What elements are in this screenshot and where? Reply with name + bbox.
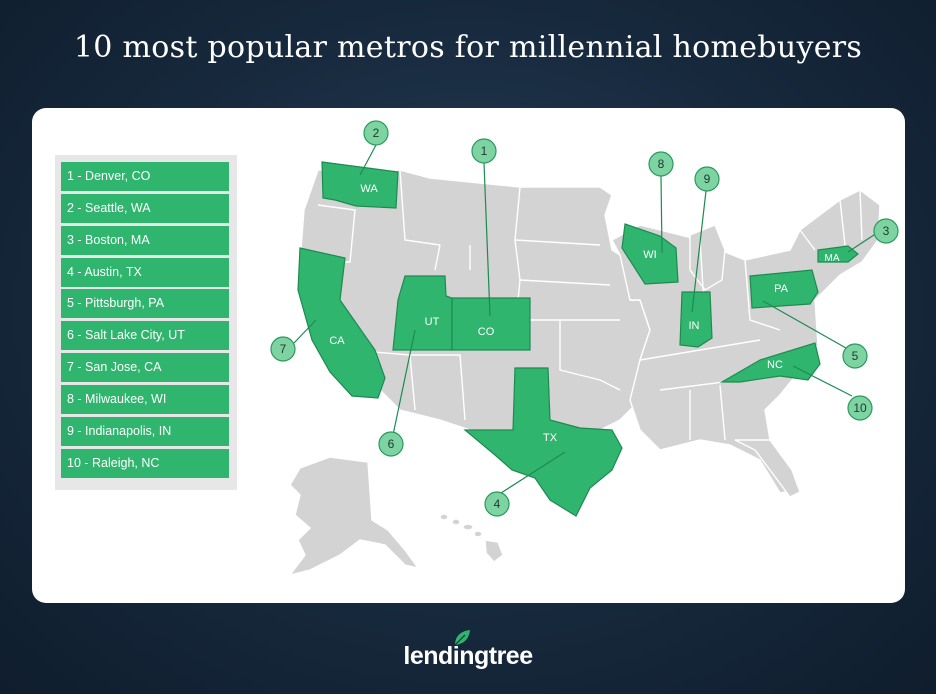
- land-hawaii: [439, 513, 504, 563]
- state-co: [451, 297, 531, 351]
- svg-text:8: 8: [658, 157, 665, 171]
- land-michigan: [689, 224, 726, 291]
- svg-text:1: 1: [481, 144, 488, 158]
- legend-item: 5 - Pittsburgh, PA: [61, 289, 229, 318]
- state-label-ca: CA: [329, 335, 345, 347]
- page-title: 10 most popular metros for millennial ho…: [73, 30, 863, 65]
- legend-item: 1 - Denver, CO: [61, 162, 229, 191]
- land-base: [288, 169, 881, 577]
- legend-item: 4 - Austin, TX: [61, 258, 229, 287]
- legend-item: 9 - Indianapolis, IN: [61, 417, 229, 446]
- marker-6: 6: [378, 431, 404, 457]
- marker-7: 7: [270, 336, 296, 362]
- state-label-co: CO: [478, 326, 495, 338]
- marker-10: 10: [847, 395, 873, 421]
- leader-lines: [293, 144, 878, 494]
- legend-item: 7 - San Jose, CA: [61, 353, 229, 382]
- svg-text:9: 9: [704, 172, 711, 186]
- state-labels: WA CA UT CO TX WI IN PA NC MA: [329, 183, 839, 444]
- land-east: [611, 189, 881, 494]
- state-pa: [749, 269, 819, 309]
- marker-3: 3: [873, 218, 899, 244]
- svg-text:10: 10: [853, 401, 867, 415]
- state-ma: [817, 245, 859, 263]
- state-in: [679, 291, 713, 348]
- state-label-wa: WA: [360, 183, 378, 195]
- land-florida: [734, 439, 801, 498]
- state-label-tx: TX: [543, 432, 558, 444]
- legend-item: 8 - Milwaukee, WI: [61, 385, 229, 414]
- marker-4: 4: [484, 491, 510, 517]
- svg-text:5: 5: [852, 349, 859, 363]
- marker-1: 1: [471, 138, 497, 164]
- state-label-in: IN: [689, 320, 700, 332]
- state-wi: [621, 223, 679, 285]
- state-label-wi: WI: [643, 249, 656, 261]
- state-label-nc: NC: [767, 359, 783, 371]
- svg-text:4: 4: [494, 497, 501, 511]
- land-alaska: [288, 456, 420, 577]
- legend-item: 10 - Raleigh, NC: [61, 449, 229, 478]
- state-nc: [719, 342, 821, 383]
- state-ca: [297, 247, 386, 399]
- legend-item: 2 - Seattle, WA: [61, 194, 229, 223]
- svg-text:7: 7: [280, 342, 287, 356]
- legend-item: 3 - Boston, MA: [61, 226, 229, 255]
- marker-5: 5: [842, 343, 868, 369]
- highlighted-states: [297, 161, 859, 517]
- marker-8: 8: [648, 151, 674, 177]
- leaf-icon: [454, 630, 470, 646]
- state-wa: [321, 161, 399, 209]
- legend-item: 6 - Salt Lake City, UT: [61, 321, 229, 350]
- state-tx: [463, 367, 623, 517]
- marker-9: 9: [694, 166, 720, 192]
- state-label-pa: PA: [774, 283, 789, 295]
- state-label-ut: UT: [425, 316, 440, 328]
- svg-text:3: 3: [883, 224, 890, 238]
- state-label-ma: MA: [825, 253, 840, 264]
- marker-2: 2: [363, 120, 389, 146]
- legend: 1 - Denver, CO 2 - Seattle, WA 3 - Bosto…: [55, 155, 237, 490]
- svg-text:2: 2: [373, 126, 380, 140]
- rank-markers: 1 2 3 4 5 6 7 8: [270, 120, 899, 517]
- state-ut: [392, 275, 453, 351]
- brand-logo: lendingtree: [403, 642, 533, 670]
- svg-text:6: 6: [388, 437, 395, 451]
